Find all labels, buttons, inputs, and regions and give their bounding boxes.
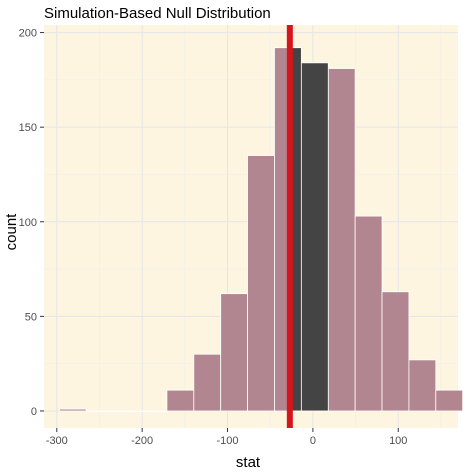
y-axis-label: count (3, 213, 20, 251)
histogram-bar (327, 68, 356, 412)
histogram-bar (112, 410, 141, 412)
x-tick-label: -200 (131, 435, 153, 447)
x-axis-label: stat (236, 454, 261, 471)
histogram-bar (220, 293, 248, 412)
axes: -300 -200 -100 0 100 0 50 100 150 200 (19, 28, 408, 447)
chart-title: Simulation-Based Null Distribution (44, 5, 271, 22)
x-tick-label: -300 (46, 435, 68, 447)
histogram-bar (408, 359, 437, 412)
y-tick-label: 100 (19, 217, 37, 229)
histogram-bar (166, 389, 195, 412)
histogram-bar (381, 291, 410, 412)
x-tick-label: -100 (217, 435, 239, 447)
y-tick-label: 200 (19, 28, 37, 40)
histogram-bar (193, 353, 222, 412)
histogram-bar (139, 410, 168, 412)
histogram-bar (85, 410, 114, 412)
y-tick-label: 150 (19, 122, 37, 134)
histogram-bar (247, 155, 275, 412)
shaded-bar (300, 62, 329, 412)
shaded-region (289, 47, 329, 412)
histogram-bar (58, 408, 87, 412)
x-tick-label: 0 (310, 435, 316, 447)
y-tick-label: 0 (31, 406, 37, 418)
x-tick-label: 100 (389, 435, 407, 447)
histogram-bar (354, 215, 383, 412)
y-tick-label: 50 (25, 311, 37, 323)
histogram-bar (435, 389, 464, 412)
